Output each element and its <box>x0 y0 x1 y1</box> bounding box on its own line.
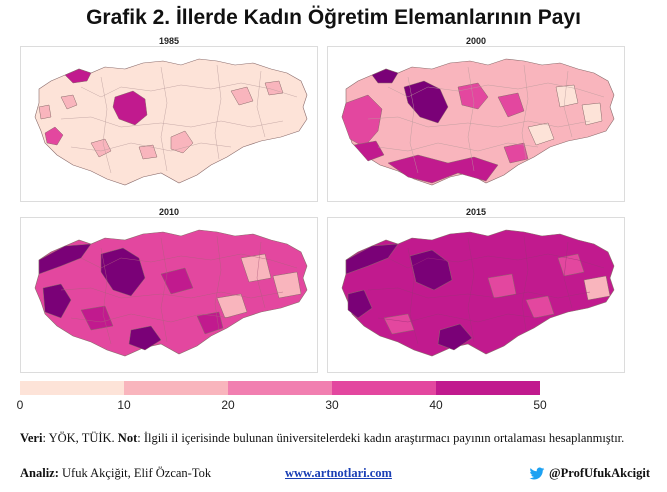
legend-segment-40-50 <box>436 381 540 395</box>
legend-color-bar <box>20 381 540 395</box>
analysis-names: Ufuk Akçiğit, Elif Özcan-Tok <box>58 466 212 480</box>
not-label: Not <box>117 431 138 445</box>
map-turkey-2000 <box>341 58 615 186</box>
legend-segment-0-10 <box>20 381 124 395</box>
map-turkey-2015 <box>341 229 615 357</box>
panel-year-2010: 2010 <box>158 207 180 217</box>
legend-tick-50: 50 <box>533 398 547 412</box>
not-text: : İlgili il içerisinde bulunan üniversit… <box>137 431 625 445</box>
legend-segment-20-30 <box>228 381 332 395</box>
legend-segment-10-20 <box>124 381 228 395</box>
twitter-credit[interactable]: @ProfUfukAkcigit <box>529 466 650 481</box>
map-turkey-2010 <box>34 229 308 357</box>
website-link[interactable]: www.artnotlari.com <box>285 466 392 480</box>
legend-tick-40: 40 <box>429 398 443 412</box>
map-panel-1985 <box>20 46 318 202</box>
analysis-credit: Analiz: Ufuk Akçiğit, Elif Özcan-Tok <box>20 466 211 481</box>
panel-year-1985: 1985 <box>158 36 180 46</box>
source-note: Veri: YÖK, TÜİK. Not: İlgili il içerisin… <box>20 431 650 446</box>
chart-title: Grafik 2. İllerde Kadın Öğretim Elemanla… <box>86 6 581 29</box>
map-panel-2010 <box>20 217 318 373</box>
twitter-handle: @ProfUfukAkcigit <box>549 466 650 480</box>
map-panel-2015 <box>327 217 625 373</box>
analysis-label: Analiz: <box>20 466 59 480</box>
panel-year-2015: 2015 <box>465 207 487 217</box>
legend-tick-20: 20 <box>221 398 235 412</box>
legend-tick-10: 10 <box>117 398 131 412</box>
legend-tick-0: 0 <box>16 398 24 412</box>
footer: Analiz: Ufuk Akçiğit, Elif Özcan-Tok www… <box>20 466 650 484</box>
panel-year-2000: 2000 <box>465 36 487 46</box>
veri-text: : YÖK, TÜİK. <box>42 431 118 445</box>
map-turkey-1985 <box>34 58 308 186</box>
veri-label: Veri <box>20 431 43 445</box>
map-panel-2000 <box>327 46 625 202</box>
legend-tick-30: 30 <box>325 398 339 412</box>
legend-segment-30-40 <box>332 381 436 395</box>
twitter-bird-icon <box>529 467 545 479</box>
